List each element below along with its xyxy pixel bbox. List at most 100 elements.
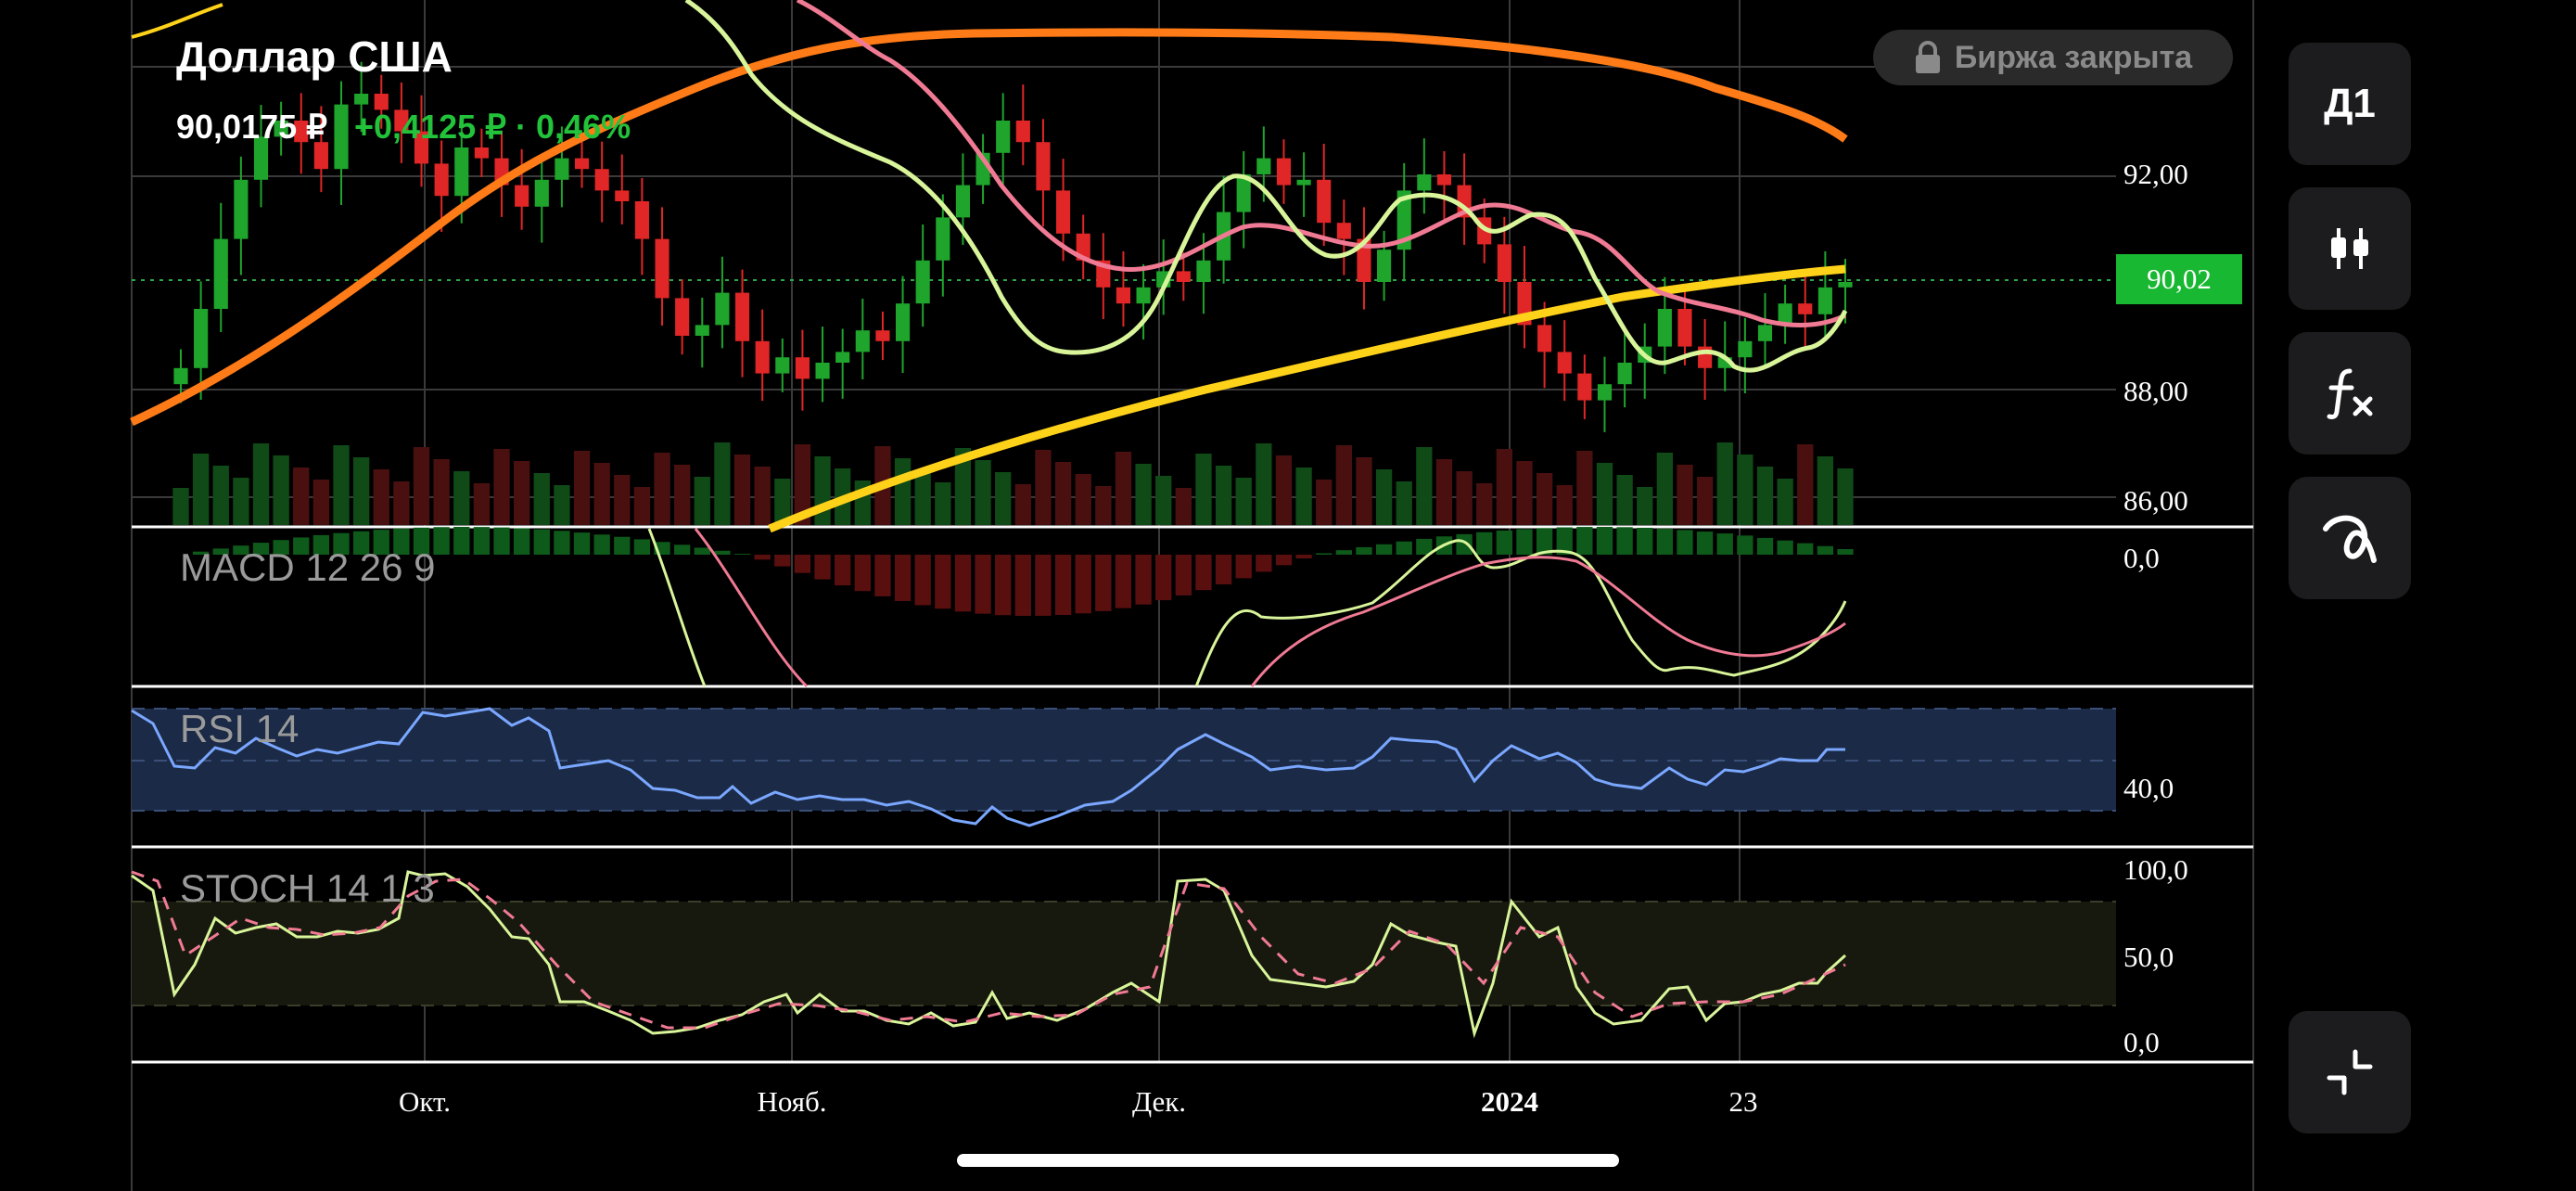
candle-body [675, 298, 690, 336]
volume-bar [573, 451, 591, 525]
x-axis-label: 23 [1728, 1085, 1758, 1118]
candle-body [1717, 357, 1732, 368]
volume-bar [794, 444, 811, 525]
macd-histogram-bar [733, 554, 751, 555]
candle-body [394, 109, 409, 132]
macd-histogram-bar [894, 555, 912, 601]
candle-body [1116, 287, 1131, 304]
volume-bar [493, 449, 510, 525]
volume-bar [1295, 467, 1312, 525]
candle-body [374, 94, 389, 110]
candle-body [695, 325, 709, 336]
drawing-curve-icon [2323, 515, 2377, 563]
macd-histogram-bar [1155, 555, 1172, 601]
candle-body [615, 190, 630, 201]
volume-bar [352, 457, 370, 525]
volume-bar [1536, 473, 1553, 525]
macd-histogram-bar [1375, 544, 1393, 555]
macd-histogram-bar [714, 550, 731, 555]
candle-body [334, 104, 349, 170]
volume-bar [373, 469, 389, 525]
candle-body [1276, 158, 1292, 186]
volume-bar [1797, 444, 1814, 525]
volume-bar [1035, 450, 1052, 525]
macd-histogram-bar [1777, 540, 1793, 555]
macd-histogram-bar [433, 527, 450, 555]
collapse-button[interactable] [2289, 1011, 2411, 1133]
candle-body [294, 121, 309, 143]
candle-body [1317, 179, 1332, 224]
timeframe-button[interactable]: Д1 [2289, 43, 2411, 165]
chart-type-button[interactable] [2289, 187, 2411, 310]
volume-bar [1716, 442, 1733, 525]
candle-body [936, 217, 950, 261]
macd-histogram-bar [1095, 555, 1112, 611]
volume-bar [413, 447, 430, 525]
macd-histogram-bar [1456, 533, 1473, 555]
home-indicator[interactable] [957, 1154, 1619, 1167]
macd-histogram-bar [573, 532, 591, 555]
macd-histogram-bar [1596, 527, 1613, 555]
macd-histogram-bar [413, 527, 430, 555]
candle-body [574, 158, 590, 170]
candle-body [354, 94, 369, 105]
volume-bar [894, 458, 912, 525]
stoch-axis-label: 100,0 [2123, 853, 2188, 886]
macd-histogram-bar [754, 555, 771, 560]
candle-body [775, 357, 790, 374]
candle-body [1677, 309, 1692, 347]
macd-line [1194, 539, 1847, 687]
volume-bar [654, 453, 670, 525]
candle-body [1196, 260, 1211, 282]
macd-signal-line [694, 528, 809, 688]
macd-histogram-bar [1235, 555, 1252, 579]
timeframe-label: Д1 [2324, 81, 2376, 126]
volume-bar [172, 488, 189, 525]
volume-bar [754, 467, 771, 525]
volume-bar [1195, 454, 1212, 525]
volume-bar [1637, 487, 1653, 525]
lock-icon [1915, 41, 1940, 73]
volume-bar [312, 480, 330, 525]
volume-bar [1435, 459, 1453, 525]
candle-body [534, 179, 549, 207]
price-change: +0,4125 ₽ · 0,46% [354, 108, 631, 146]
indicators-button[interactable] [2289, 332, 2411, 455]
sma-yellow-line-top [131, 3, 223, 39]
macd-histogram-bar [493, 527, 510, 555]
macd-histogram-bar [1356, 546, 1372, 555]
macd-signal-line [1250, 556, 1846, 687]
candle-body [835, 352, 850, 363]
stoch-d-line [131, 870, 1846, 1030]
volume-bar [694, 477, 710, 525]
macd-histogram-bar [1215, 555, 1232, 584]
macd-histogram-bar [312, 534, 330, 555]
macd-histogram-bar [554, 531, 570, 555]
candle-body [1055, 190, 1071, 234]
volume-bar [814, 456, 831, 525]
candle-body [1015, 121, 1030, 143]
volume-bar [1656, 453, 1674, 525]
current-price-tag: 90,02 [2116, 254, 2242, 304]
macd-histogram-bar [1737, 535, 1753, 555]
volume-bar [333, 445, 350, 525]
volume-bar [1175, 488, 1192, 525]
macd-histogram-bar [1817, 545, 1834, 555]
stoch-band [132, 902, 2116, 1005]
macd-histogram-bar [1416, 538, 1433, 555]
macd-histogram-bar [1256, 555, 1272, 572]
candle-body [815, 363, 830, 379]
candle-body [1377, 250, 1392, 282]
volume-bar [1677, 465, 1693, 525]
candle-body [1757, 325, 1773, 341]
drawing-tools-button[interactable] [2289, 477, 2411, 599]
sma-yellow-line [768, 264, 1846, 533]
candle-body [414, 131, 429, 164]
candle-body [1817, 287, 1832, 314]
macd-histogram-bar [1195, 555, 1212, 591]
candle-body [1778, 303, 1792, 326]
volume-bar [1335, 445, 1352, 525]
macd-histogram-bar [1135, 555, 1152, 605]
volume-bar [614, 475, 631, 525]
